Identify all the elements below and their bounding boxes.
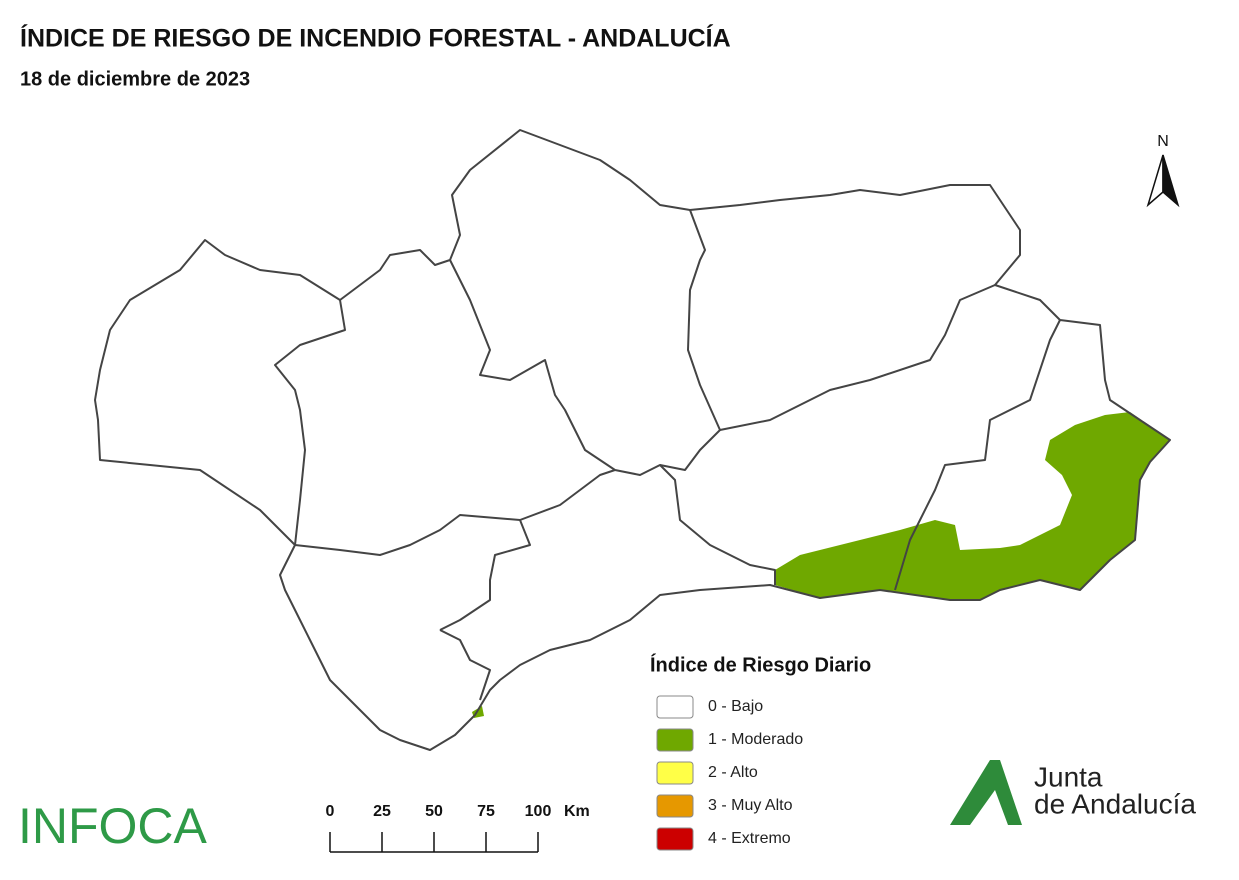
region-outline: [94, 129, 1171, 751]
subtitle: 18 de diciembre de 2023: [20, 68, 250, 90]
legend: 0 - Bajo 1 - Moderado 2 - Alto 3 - Muy Alto…: [656, 695, 803, 851]
scale-label: 25: [373, 803, 391, 820]
province-border: [659, 209, 721, 471]
risk-area: [775, 412, 1170, 600]
province-border: [894, 319, 1061, 591]
legend-swatch: [656, 827, 694, 851]
scale-unit: Km: [564, 803, 590, 820]
province-border: [449, 259, 616, 471]
legend-label: 3 - Muy Alto: [708, 797, 793, 814]
legend-label: 4 - Extremo: [708, 830, 791, 847]
infoca-logo: INFOCA: [18, 798, 208, 854]
title: ÍNDICE DE RIESGO DE INCENDIO FORESTAL - …: [20, 24, 731, 53]
scale-label: 0: [326, 803, 335, 820]
legend-label: 1 - Moderado: [708, 731, 803, 748]
north-label: N: [1157, 133, 1169, 150]
legend-label: 2 - Alto: [708, 764, 758, 781]
scale-label: 100: [525, 803, 552, 820]
junta-logo-text: de Andalucía: [1034, 788, 1196, 819]
junta-logo-text: Junta: [1034, 761, 1103, 792]
legend-title: Índice de Riesgo Diario: [650, 653, 871, 676]
legend-swatch: [656, 728, 694, 752]
province-border: [719, 284, 996, 431]
scale-label: 75: [477, 803, 495, 820]
province-border: [614, 464, 776, 585]
province-border: [439, 629, 491, 701]
legend-swatch: [656, 695, 694, 719]
scale-label: 50: [425, 803, 443, 820]
legend-label: 0 - Bajo: [708, 698, 763, 715]
junta-logo-mark: [950, 760, 1022, 825]
north-arrow: [1162, 154, 1180, 208]
legend-swatch: [656, 761, 694, 785]
province-border: [439, 519, 531, 631]
north-arrow: [1146, 154, 1164, 208]
legend-swatch: [656, 794, 694, 818]
province-border: [274, 299, 346, 546]
scale-bar: 0 25 50 75 100 Km: [326, 803, 590, 853]
province-border: [294, 469, 616, 556]
